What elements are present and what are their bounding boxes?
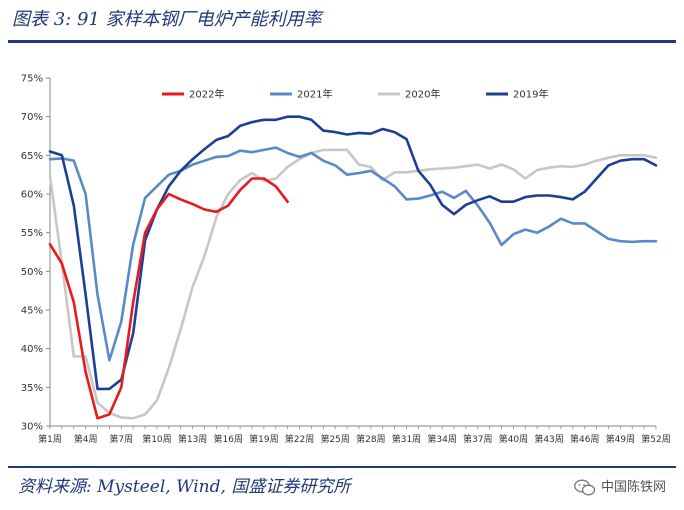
x-tick-label: 第1周 bbox=[38, 433, 62, 445]
series-line-2022年 bbox=[48, 177, 289, 420]
legend-label: 2022年 bbox=[189, 88, 224, 101]
y-tick-label: 60% bbox=[21, 190, 43, 201]
x-tick-label: 第16周 bbox=[214, 433, 243, 445]
x-tick-label: 第52周 bbox=[641, 433, 670, 445]
x-tick-label: 第46周 bbox=[570, 433, 599, 445]
y-tick-label: 40% bbox=[21, 344, 43, 355]
series-line-2021年 bbox=[48, 146, 658, 362]
source-note: 资料来源: Mysteel, Wind, 国盛证券研究所 bbox=[18, 477, 351, 497]
axes-group: 30%35%40%45%50%55%60%65%70%75%第1周 第4周 第7周第… bbox=[21, 74, 671, 446]
x-tick-label: 第31周 bbox=[392, 433, 421, 445]
x-tick-label: 第37周 bbox=[463, 433, 492, 445]
legend-label: 2021年 bbox=[297, 88, 332, 101]
x-tick-label: 第25周 bbox=[320, 433, 349, 445]
y-tick-label: 70% bbox=[21, 112, 43, 123]
watermark-text: 中国陈铁网 bbox=[600, 480, 666, 495]
line-chart: 30%35%40%45%50%55%60%65%70%75%第1周 第4周 第7周第… bbox=[21, 74, 671, 446]
y-tick-label: 65% bbox=[21, 151, 43, 162]
y-tick-label: 50% bbox=[21, 267, 43, 278]
y-tick-label: 55% bbox=[21, 228, 43, 239]
chart-area: 30% 35% 40% 45% 50% 55% 60% 65% 70% 75% 第1周 第4周 第7周第… bbox=[0, 44, 684, 464]
x-tick-label: 第43周 bbox=[534, 433, 563, 445]
x-tick-label: 第40周 bbox=[499, 433, 528, 445]
legend-label: 2020年 bbox=[405, 88, 440, 101]
x-tick-label: 第28周 bbox=[356, 433, 385, 445]
legend-label: 2019年 bbox=[513, 88, 548, 101]
y-tick-label: 35% bbox=[21, 383, 43, 394]
watermark: 中国陈铁网 bbox=[574, 476, 666, 500]
x-tick-label: 第49周 bbox=[606, 433, 635, 445]
x-tick-label: 第10周 bbox=[142, 433, 171, 445]
series-line-2020年 bbox=[48, 148, 658, 420]
x-tick-label: 第4周 bbox=[74, 433, 98, 445]
series-line-2019年 bbox=[48, 115, 658, 391]
x-tick-label: 第7周 bbox=[109, 433, 133, 445]
y-tick-label: 75% bbox=[21, 74, 43, 85]
y-tick-label: 30% bbox=[21, 422, 43, 433]
wechat-icon bbox=[574, 479, 596, 496]
title-divider bbox=[8, 40, 676, 43]
legend: 2022年 2021年 2020年 2019年 bbox=[162, 88, 548, 101]
x-tick-label: 第19周 bbox=[249, 433, 278, 445]
x-tick-label: 第34周 bbox=[427, 433, 456, 445]
x-tick-label: 第13周 bbox=[178, 433, 207, 445]
figure-title: 图表 3: 91 家样本钢厂电炉产能利用率 bbox=[12, 9, 322, 30]
series-group bbox=[48, 115, 658, 420]
source-divider bbox=[8, 466, 676, 468]
y-tick-label: 45% bbox=[21, 306, 43, 317]
x-tick-label: 第22周 bbox=[285, 433, 314, 445]
